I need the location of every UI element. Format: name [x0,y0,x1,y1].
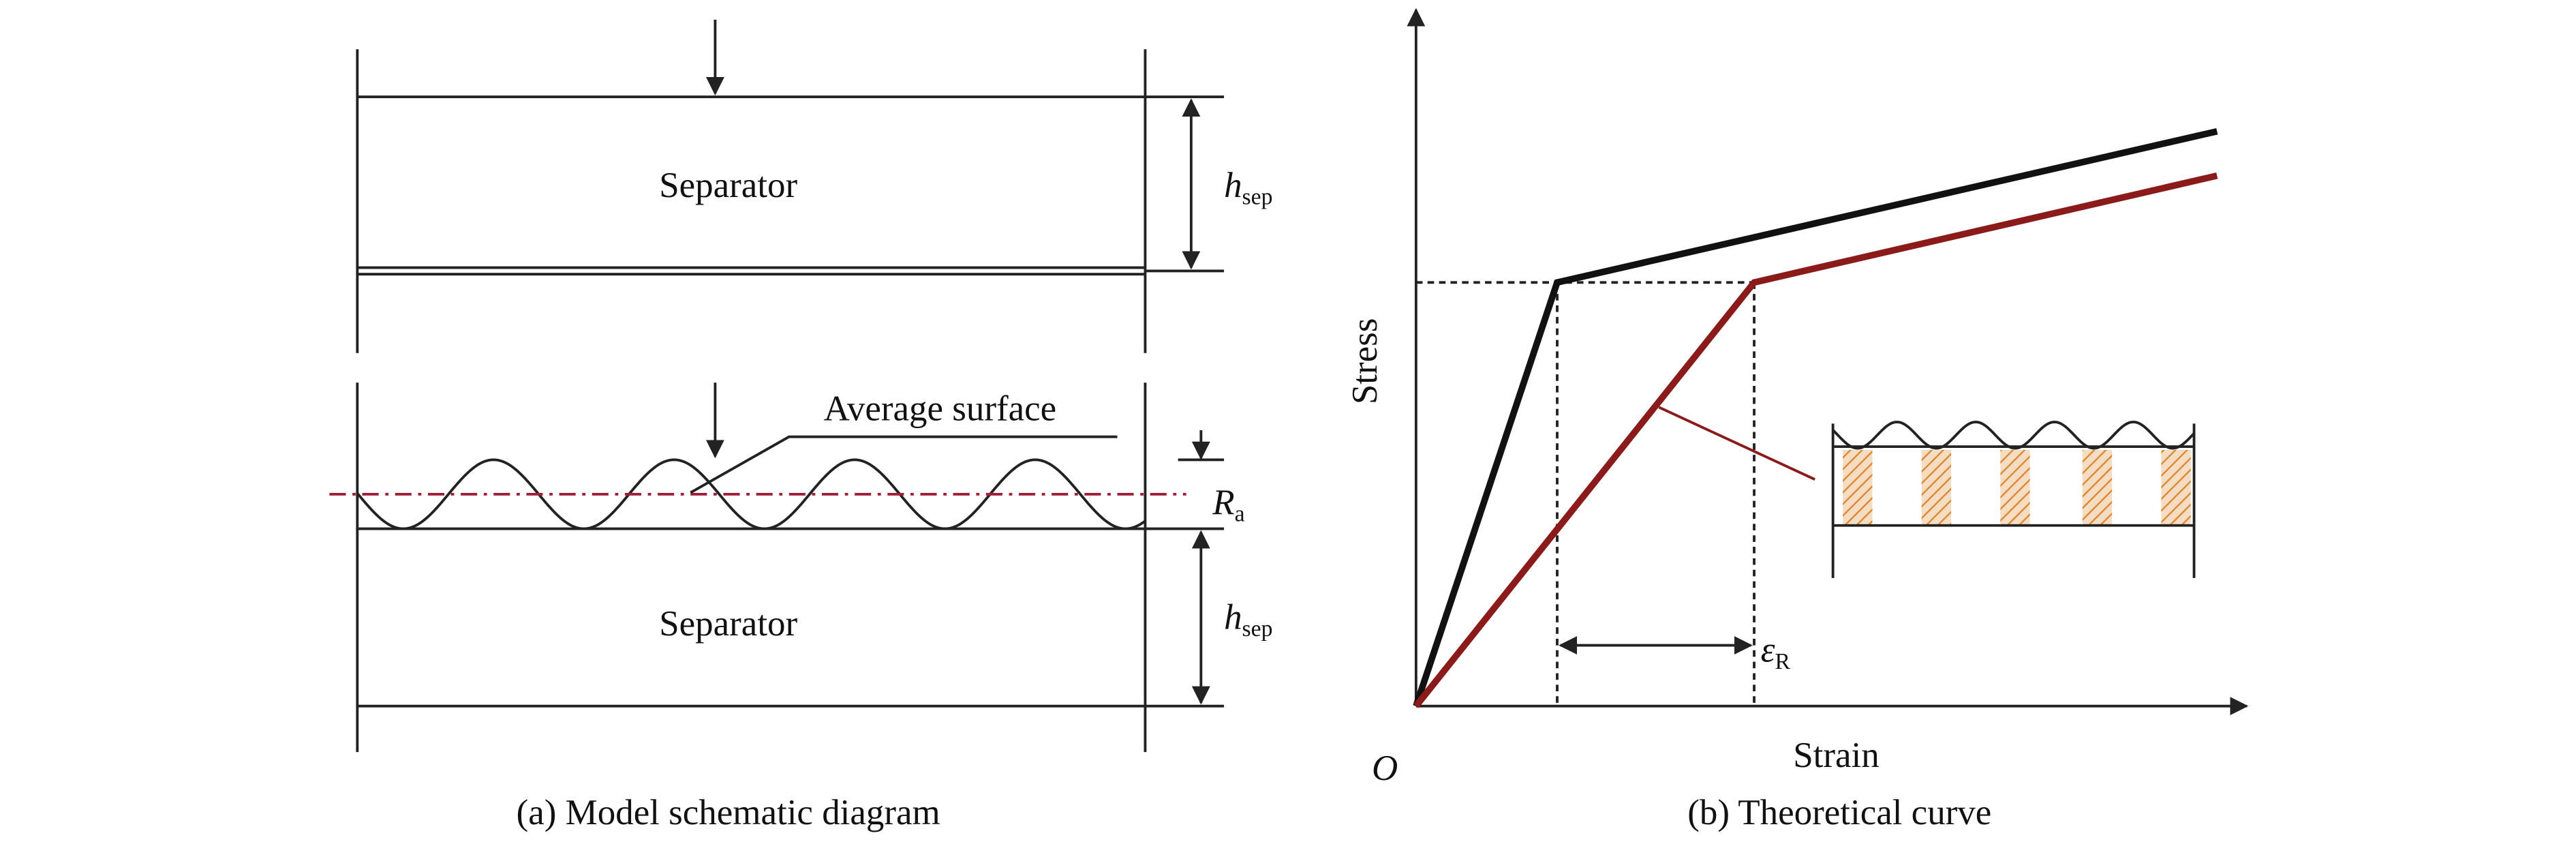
leader-line [690,435,1118,494]
block-label: Separator [659,604,797,644]
origin-label: O [1372,749,1398,788]
contact-region [1921,449,1952,526]
strain-label: εR [1761,631,1791,674]
contact-region [1843,449,1873,526]
dim-label: hsep [1224,598,1272,642]
y-axis-label: Stress [1345,318,1385,405]
panel-b: εR O Stress Strain (b) Theoretical curve [1345,7,2249,832]
inset [1831,421,2196,578]
curve-red [1413,172,2218,708]
block-label: Separator [659,166,797,205]
roughness-label: Ra [1212,483,1244,526]
rough-surface [1832,421,2195,450]
panel-a: Separator hsep Average surface Ra hsep S… [329,19,1272,832]
caption: (a) Model schematic diagram [517,793,940,832]
rough-surface [356,458,1146,530]
contact-region [2161,449,2191,526]
curve-black [1413,127,2218,708]
x-axis-label: Strain [1793,736,1880,775]
caption: (b) Theoretical curve [1687,793,1991,832]
inset-leader [1658,406,1815,481]
contact-region [2082,449,2113,526]
surface-label: Average surface [824,389,1057,429]
dim-label: hsep [1224,166,1272,209]
contact-region [2000,449,2030,526]
